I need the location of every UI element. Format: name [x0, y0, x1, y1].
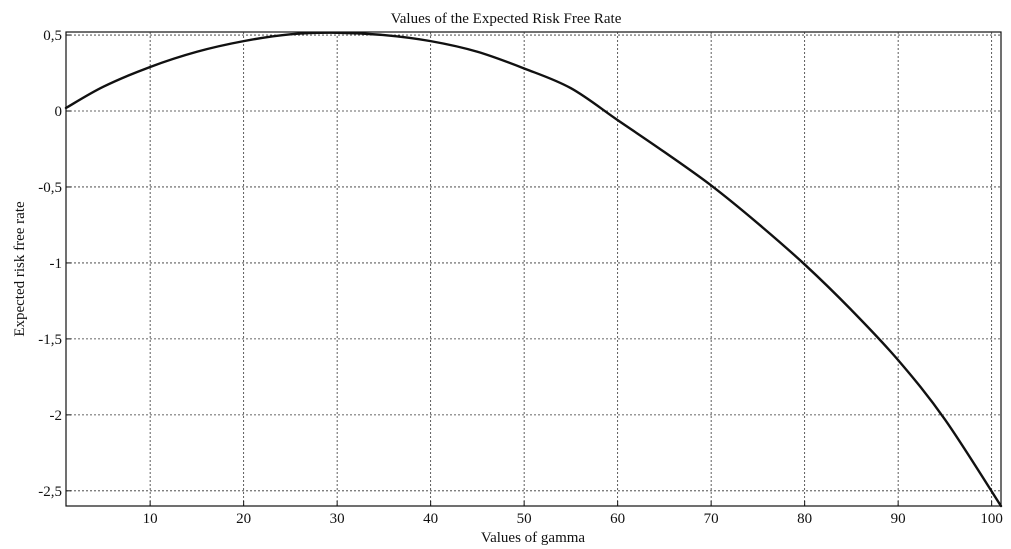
data-layer: [64, 31, 1003, 508]
x-tick-label: 60: [610, 511, 625, 527]
grid-layer: [66, 32, 1001, 506]
y-tick-label: -1,5: [38, 332, 62, 348]
x-tick-label: 90: [891, 511, 906, 527]
y-tick-label: -1: [50, 256, 63, 272]
y-tick-label: 0,5: [43, 28, 62, 44]
x-tick-label: 50: [517, 511, 532, 527]
chart-title: Values of the Expected Risk Free Rate: [391, 11, 622, 27]
x-tick-label: 40: [423, 511, 438, 527]
series-line: [64, 31, 1003, 508]
y-tick-label: 0: [55, 104, 63, 120]
x-tick-label: 20: [236, 511, 251, 527]
x-axis-label: Values of gamma: [481, 530, 585, 546]
x-tick-label: 10: [143, 511, 158, 527]
plot-frame: [65, 31, 1002, 507]
x-tick-label: 70: [704, 511, 719, 527]
x-tick-label: 80: [797, 511, 812, 527]
y-axis-label: Expected risk free rate: [12, 201, 28, 337]
x-tick-label: 30: [330, 511, 345, 527]
tick-layer: 10 20 30 40 50 60 70 80 90 100 0,5 0 -0,5 -1 -1,5 -2 -2,…: [38, 28, 1003, 527]
y-tick-label: -2: [50, 408, 63, 424]
x-tick-label: 100: [980, 511, 1003, 527]
y-tick-label: -0,5: [38, 180, 62, 196]
y-tick-label: -2,5: [38, 484, 62, 500]
